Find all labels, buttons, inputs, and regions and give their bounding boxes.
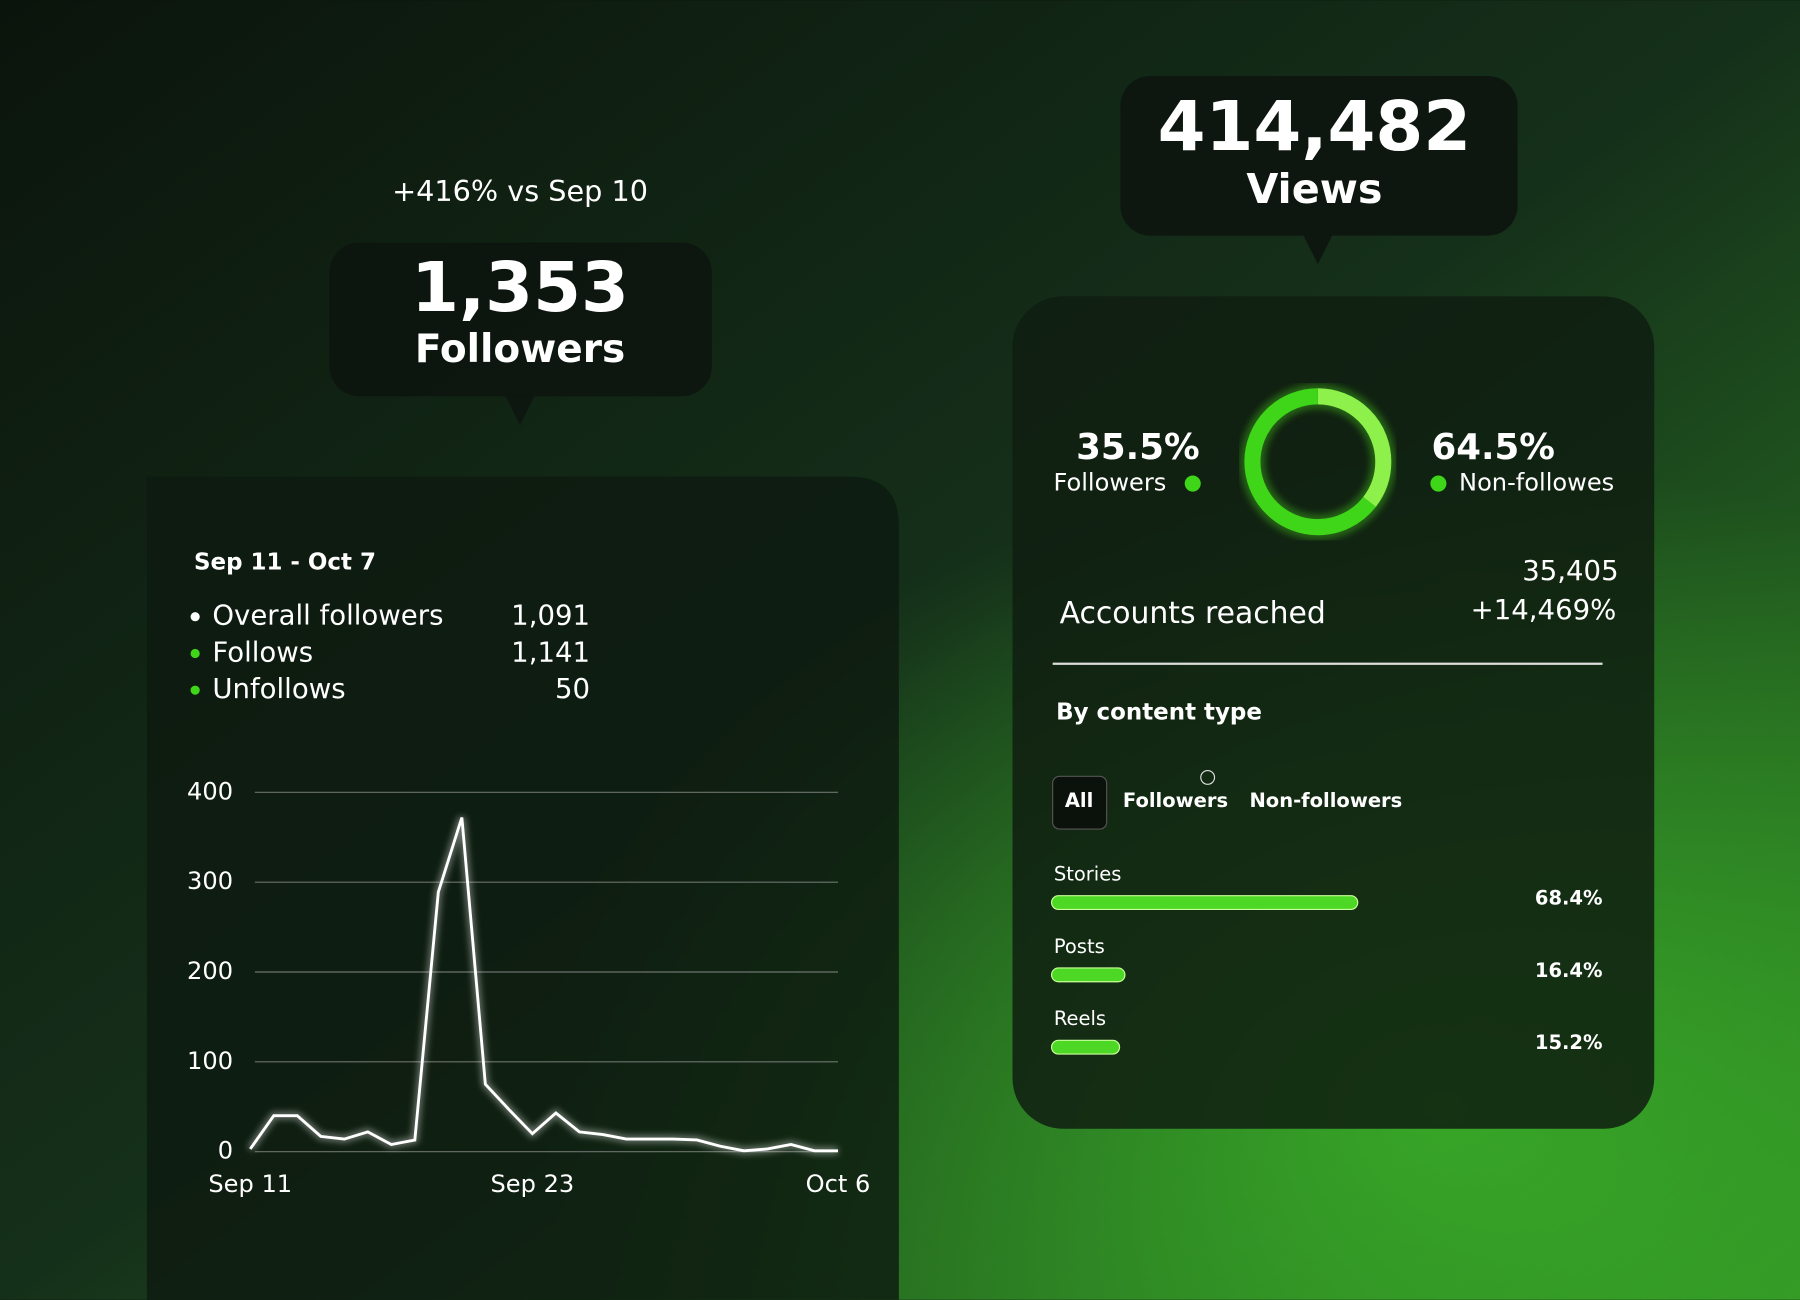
followers-change: +416% vs Sep 10 — [392, 174, 648, 208]
followers-card — [329, 242, 712, 397]
reach-panel — [1012, 296, 1655, 1129]
content-heading: By content type — [1056, 700, 1262, 726]
views-label: Views — [1246, 165, 1382, 213]
content-name: Posts — [1054, 935, 1105, 958]
donut-label: Non-followes — [1459, 469, 1614, 497]
y-tick-label: 0 — [218, 1137, 233, 1165]
tab-indicator — [1200, 769, 1216, 785]
legend-value: 1,091 — [511, 600, 590, 632]
content-bar — [1050, 895, 1359, 911]
accounts-reached-value: 35,405 — [1522, 555, 1618, 587]
followers-count: 1,353 — [411, 248, 629, 328]
tab[interactable]: Followers — [1123, 789, 1228, 812]
y-tick-label: 200 — [187, 957, 233, 985]
x-tick-label: Oct 6 — [806, 1170, 871, 1198]
y-tick-label: 300 — [187, 867, 233, 895]
tab[interactable]: All — [1065, 789, 1093, 812]
legend-dot — [190, 685, 200, 695]
content-value: 68.4% — [1535, 887, 1603, 910]
followers-panel — [146, 476, 899, 1300]
y-tick-label: 400 — [187, 777, 233, 805]
views-count: 414,482 — [1158, 87, 1472, 167]
tab[interactable]: Non-followers — [1249, 789, 1402, 812]
donut-legend-dot — [1430, 475, 1447, 492]
legend-name: Follows — [212, 636, 313, 668]
legend-dot — [190, 612, 200, 622]
content-bar — [1050, 967, 1126, 983]
followers-label: Followers — [415, 327, 625, 372]
x-tick-label: Sep 11 — [208, 1170, 292, 1198]
legend-name: Unfollows — [212, 673, 345, 705]
content-value: 15.2% — [1535, 1031, 1603, 1054]
legend-value: 1,141 — [511, 636, 590, 668]
donut-segment — [1244, 388, 1392, 536]
accounts-reached-label: Accounts reached — [1060, 596, 1326, 631]
date-range: Sep 11 - Oct 7 — [194, 549, 376, 575]
donut-label: Followers — [1053, 469, 1166, 497]
legend-value: 50 — [555, 673, 590, 705]
content-bar — [1050, 1039, 1121, 1055]
y-tick-label: 100 — [187, 1047, 233, 1075]
content-name: Reels — [1054, 1007, 1106, 1030]
line — [249, 817, 839, 1153]
content-name: Stories — [1054, 863, 1122, 886]
views-card — [1120, 76, 1518, 236]
donut-value: 35.5% — [1076, 427, 1199, 468]
card-pointer — [1302, 234, 1333, 265]
donut-legend-dot — [1184, 475, 1201, 492]
legend-name: Overall followers — [212, 600, 443, 632]
accounts-reached-change: +14,469% — [1471, 594, 1617, 626]
content-value: 16.4% — [1535, 959, 1603, 982]
tab-active[interactable] — [1052, 775, 1108, 830]
donut-value: 64.5% — [1432, 427, 1555, 468]
card-pointer — [505, 395, 535, 425]
legend-dot — [190, 648, 200, 659]
x-tick-label: Sep 23 — [491, 1170, 575, 1198]
